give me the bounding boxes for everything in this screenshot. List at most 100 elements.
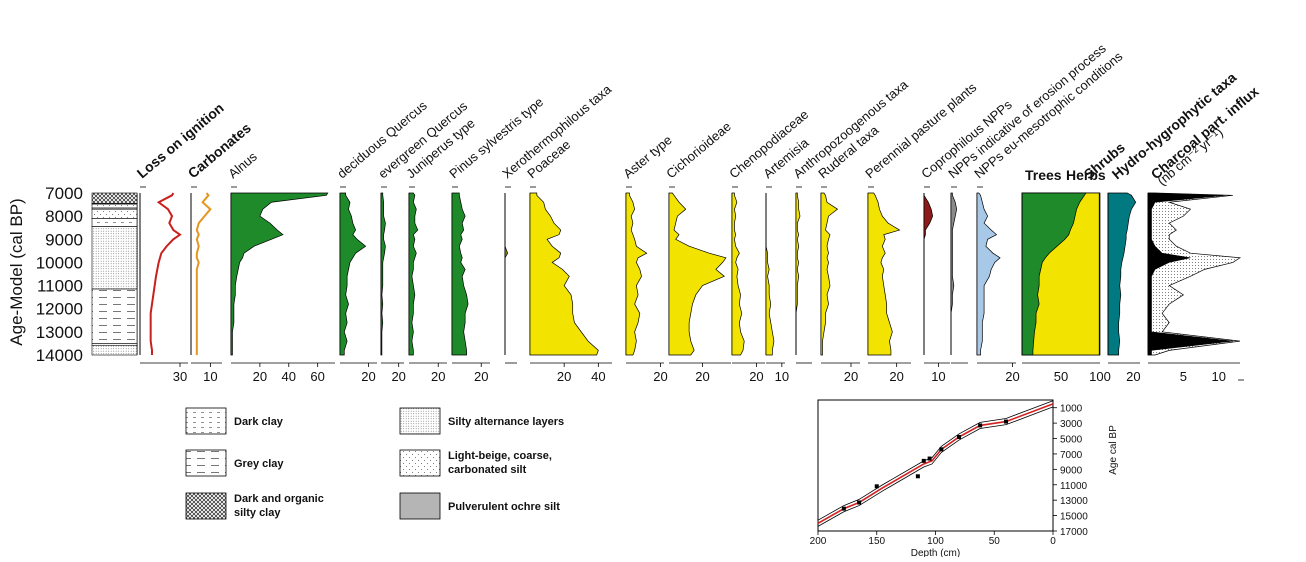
- y-tick-label: 13000: [36, 323, 83, 342]
- inset-control-point: [927, 456, 932, 461]
- column-label: Alnus: [225, 149, 260, 182]
- y-tick-label: 8000: [45, 207, 83, 226]
- legend-swatch: [399, 449, 441, 477]
- y-tick-label: 10000: [36, 253, 83, 272]
- column-label: Loss on ignition: [134, 100, 227, 182]
- summary-tick-label: 100: [1089, 369, 1111, 384]
- inset-control-point: [921, 458, 926, 463]
- x-tick-label: 40: [591, 369, 605, 384]
- charcoal-tick-label: 10: [1212, 369, 1226, 384]
- area-12: [765, 193, 775, 356]
- inset-x-tick-label: 50: [989, 536, 1001, 547]
- summary-tick-label: 50: [1054, 369, 1068, 384]
- x-tick-label: 20: [695, 369, 709, 384]
- inset-control-point: [978, 423, 983, 428]
- x-tick-label: 20: [361, 369, 375, 384]
- legend-label: carbonated silt: [448, 464, 527, 476]
- area-14: [820, 192, 839, 356]
- x-tick-label: 20: [391, 369, 405, 384]
- x-tick-label: 20: [844, 369, 858, 384]
- y-tick-label: 9000: [45, 230, 83, 249]
- x-tick-label: 20: [1005, 369, 1019, 384]
- taxon-column: 20 Cichorioideae: [663, 119, 734, 384]
- inset-control-point: [857, 500, 862, 505]
- y-tick-label: 11000: [37, 277, 83, 296]
- charcoal-tick-label: 5: [1180, 369, 1187, 384]
- legend-swatch: [399, 492, 441, 520]
- hydro-tick-label: 20: [1126, 369, 1140, 384]
- x-tick-label: 20: [474, 369, 488, 384]
- x-tick-label: 10: [203, 369, 217, 384]
- inset-control-point: [874, 484, 879, 489]
- area-3: [339, 192, 367, 356]
- x-tick-label: 40: [282, 369, 296, 384]
- age-depth-inset: 200 150 100 50 0 Depth (cm) 1000 3000 5000 7000 90…: [810, 399, 1119, 559]
- legend-label: Grey clay: [234, 458, 284, 470]
- inset-frame: [817, 399, 1054, 532]
- inset-envelope-upper: [817, 400, 1054, 521]
- inset-x-title: Depth (cm): [911, 548, 960, 557]
- lithology-layer: [91, 226, 138, 290]
- x-tick-label: 20: [253, 369, 267, 384]
- inset-x-tick-label: 100: [927, 536, 944, 547]
- legend-label: Dark and organic: [234, 493, 324, 505]
- area-17: [950, 192, 958, 355]
- inset-x-tick-label: 200: [810, 536, 827, 547]
- charcoal-envelope: [1147, 192, 1242, 356]
- area-6: [451, 192, 469, 356]
- area-11: [731, 192, 745, 356]
- inset-control-point: [841, 506, 846, 511]
- inset-control-point: [939, 447, 944, 452]
- inset-y-tick-label: 3000: [1060, 419, 1083, 430]
- x-tick-label: 10: [775, 369, 789, 384]
- column-label: Cichorioideae: [663, 119, 734, 182]
- charcoal-black-area: [1147, 192, 1233, 356]
- area-16: [923, 193, 934, 355]
- curve-0: [149, 192, 182, 355]
- area-5: [408, 192, 419, 356]
- inset-control-point: [957, 434, 961, 439]
- x-tick-label: 60: [310, 369, 324, 384]
- legend-swatch: [185, 492, 227, 520]
- area-7: [504, 193, 509, 355]
- legend-swatch: [185, 407, 227, 435]
- inset-y-tick-label: 1000: [1060, 404, 1083, 415]
- legend-item: Silty alternance layers: [399, 407, 564, 435]
- column-label: Xerothermophilous taxa: [499, 81, 614, 181]
- inset-control-point: [915, 474, 920, 479]
- legend-label: silty clay: [234, 507, 281, 519]
- legend-item: Pulverulent ochre silt: [399, 492, 560, 520]
- inset-y-tick-label: 15000: [1060, 512, 1088, 523]
- inset-y-tick-label: 13000: [1060, 496, 1088, 507]
- area-13: [795, 192, 801, 355]
- lithology-layer: [91, 208, 138, 219]
- legend-label: Silty alternance layers: [448, 416, 564, 428]
- trees-label: Trees: [1025, 167, 1062, 183]
- x-tick-label: 30: [173, 369, 187, 384]
- area-10: [668, 192, 727, 356]
- legend-label: Light-beige, coarse,: [448, 450, 552, 462]
- lithology-layer: [91, 288, 138, 344]
- area-8: [529, 192, 599, 356]
- curve-1: [195, 192, 212, 355]
- inset-y-tick-label: 11000: [1060, 481, 1088, 492]
- legend-label: Pulverulent ochre silt: [448, 501, 560, 513]
- legend-item: Dark clay: [185, 407, 284, 435]
- taxon-column: 20 40 60 Alnus: [225, 149, 335, 384]
- legend-item: Grey clay: [185, 449, 284, 477]
- y-tick-label: 7000: [45, 184, 83, 203]
- area-18: [976, 192, 1001, 356]
- inset-control-point: [1004, 419, 1008, 424]
- legend-swatch: [399, 407, 441, 435]
- taxon-column: 30 Loss on ignition: [134, 100, 227, 384]
- x-tick-label: 10: [931, 369, 945, 384]
- hydro-area: [1107, 192, 1137, 356]
- legend-item: Light-beige, coarse, carbonated silt: [399, 449, 552, 477]
- x-tick-label: 20: [431, 369, 445, 384]
- inset-y-title: Age cal BP: [1108, 425, 1119, 475]
- lithology-layer: [91, 203, 138, 209]
- lithology-layer: [91, 192, 138, 204]
